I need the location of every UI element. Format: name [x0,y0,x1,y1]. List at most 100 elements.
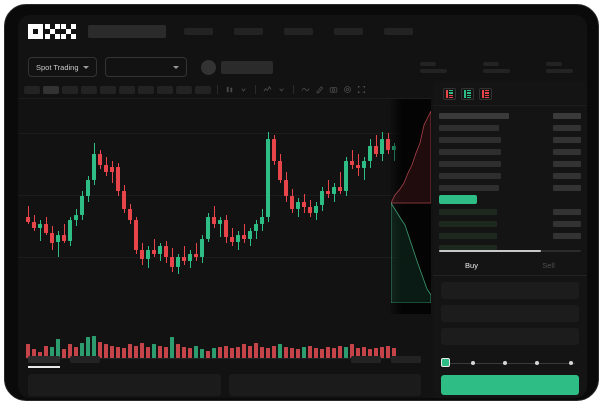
bottom-right-tab-group [351,355,421,368]
timeframe-button-4[interactable] [81,85,97,94]
volume-bar [74,346,78,358]
fullscreen-icon[interactable] [356,84,367,95]
nav-item-4[interactable] [334,27,363,35]
camera-icon[interactable] [328,84,339,95]
submit-order-button[interactable] [441,375,579,395]
bottom-tab-1[interactable] [28,355,60,368]
volume-bar [212,348,216,358]
buy-sell-tabs: Buy Sell [433,255,587,276]
trading-mode-select[interactable]: Spot Trading [28,57,97,77]
chevron-down-icon[interactable] [276,84,287,95]
orderbook-ask-row[interactable] [439,123,581,132]
volume-bar [314,348,318,358]
app-header [18,15,587,47]
slider-handle[interactable] [441,358,450,367]
indicator-icon[interactable] [262,84,273,95]
orderbook-size-bar [439,220,497,227]
slider-step-25[interactable] [471,360,475,365]
order-price-field[interactable] [441,282,579,299]
orderbook-ask-row[interactable] [439,183,581,192]
nav-item-2[interactable] [234,27,263,35]
slider-step-100[interactable] [569,360,573,365]
volume-bar [218,346,222,358]
volume-bar [368,349,372,358]
nav-item-3[interactable] [284,27,313,35]
candlestick-type-icon[interactable] [224,84,235,95]
bottom-right-tab-2[interactable] [391,355,421,368]
bottom-tab-bar [18,348,431,370]
orderbook-asks-icon[interactable] [479,88,492,100]
line-style-icon[interactable] [300,84,311,95]
bottom-right-tab-1[interactable] [351,355,381,368]
orderbook-bid-row[interactable] [439,207,581,216]
volume-bar [374,348,378,358]
orderbook-size-bar [439,136,501,143]
chevron-down-icon[interactable] [238,84,249,95]
slider-step-75[interactable] [535,360,539,365]
orderbook-bid-row[interactable] [439,243,581,252]
volume-bar [86,336,90,358]
bottom-panel-left[interactable] [28,374,221,396]
bottom-panel-right[interactable] [228,374,421,396]
volume-bar [350,344,354,358]
tab-sell[interactable]: Sell [542,261,555,270]
orderbook-ask-row[interactable] [439,159,581,168]
volume-bar [242,344,246,358]
chevron-down-icon [82,65,89,69]
timeframe-button-7[interactable] [138,85,154,94]
app-screen: Spot Trading [18,15,587,398]
tab-buy[interactable]: Buy [465,261,478,270]
orderbook-ask-row[interactable] [439,171,581,180]
volume-bar [44,345,48,358]
orderbook-amount-value [553,172,581,179]
orderbook-bid-row[interactable] [439,231,581,240]
volume-bar [236,346,240,358]
timeframe-button-2[interactable] [43,85,59,94]
volume-bar [176,344,180,358]
order-amount-field[interactable] [441,305,579,322]
orderbook-header-row [439,111,581,120]
nav-item-1[interactable] [184,27,213,35]
timeframe-button-9[interactable] [176,85,192,94]
volume-bar [80,343,84,358]
orderbook-scrollbar[interactable] [439,250,581,252]
candlestick-chart[interactable] [18,99,431,314]
okx-logo-icon[interactable] [28,23,76,39]
orderbook-column: Buy Sell [433,81,587,398]
search-input[interactable] [88,24,166,38]
orderbook-ask-row[interactable] [439,135,581,144]
timeframe-button-6[interactable] [119,85,135,94]
timeframe-button-3[interactable] [62,85,78,94]
settings-gear-icon[interactable] [342,84,353,95]
volume-bar [338,345,342,358]
order-total-field[interactable] [441,328,579,345]
timeframe-button-8[interactable] [157,85,173,94]
orderbook-ask-row[interactable] [439,147,581,156]
orderbook-amount-value [553,148,581,155]
volume-chart[interactable] [18,318,431,364]
timeframe-button-10[interactable] [195,85,211,94]
volume-bar [332,348,336,358]
amount-percent-slider[interactable] [433,351,587,371]
market-stats [420,61,577,73]
volume-bar [104,344,108,358]
volume-bar [62,349,66,358]
volume-bar [266,348,270,358]
volume-bar [386,345,390,358]
orderbook-spread-row[interactable] [439,195,581,204]
orderbook-both-icon[interactable] [443,88,456,100]
volume-bar [200,349,204,358]
orderbook-bids-icon[interactable] [461,88,474,100]
nav-item-5[interactable] [384,27,413,35]
trading-pair-select[interactable] [104,57,187,77]
timeframe-button-5[interactable] [100,85,116,94]
bottom-tab-2[interactable] [70,355,100,368]
orderbook-bid-row[interactable] [439,219,581,228]
timeframe-button-1[interactable] [24,85,40,94]
chart-toolbar [18,81,431,99]
volume-bar [278,344,282,358]
drawing-pencil-icon[interactable] [314,84,325,95]
volume-bar [188,348,192,358]
slider-step-50[interactable] [503,360,507,365]
orderbook-rows[interactable] [433,106,587,252]
